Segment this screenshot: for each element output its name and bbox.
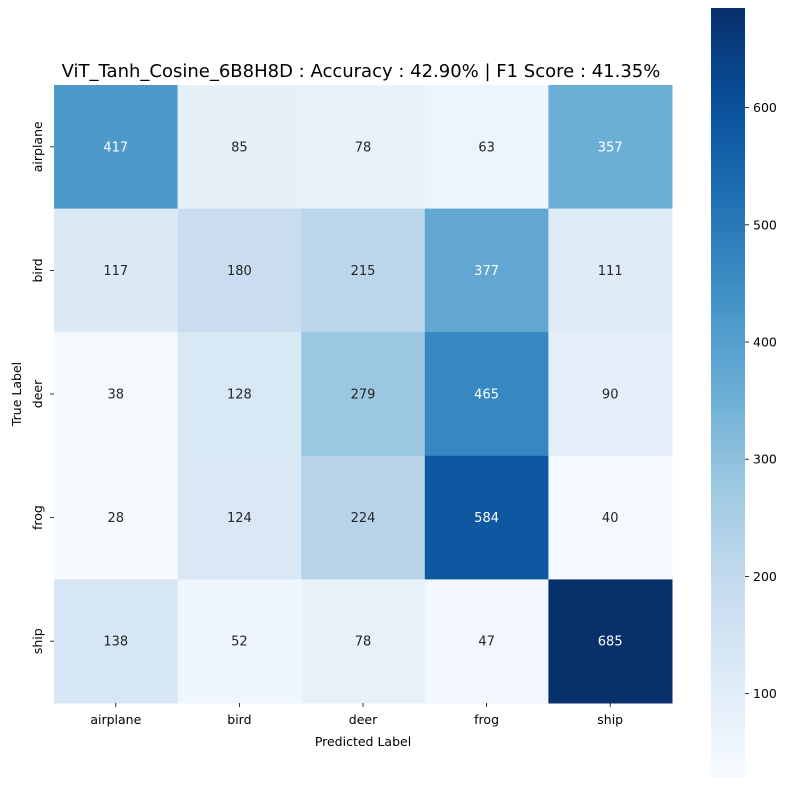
y-axis: airplane bird deer frog ship <box>30 121 54 654</box>
heatmap-cell-1-2 <box>301 208 426 333</box>
y-tick-label: airplane <box>30 121 45 172</box>
x-tick-label: bird <box>227 712 251 727</box>
heatmap-cell-1-0 <box>54 208 179 333</box>
colorbar-tick-label: 100 <box>753 686 777 701</box>
heatmap-cell-2-2 <box>301 332 426 457</box>
y-tick-label: deer <box>30 379 45 408</box>
heatmap-cell-2-0 <box>54 332 179 457</box>
cell-value-label: 28 <box>108 511 125 526</box>
cell-value-label: 90 <box>602 388 619 403</box>
y-tick-label: frog <box>30 505 45 530</box>
heatmap-cells: 417 85 78 63 357 117 180 215 377 111 38 128 279 465 90… <box>54 85 673 704</box>
cell-value-label: 138 <box>103 635 128 650</box>
colorbar-tick-label: 600 <box>753 100 777 115</box>
heatmap-cell-4-4 <box>548 579 673 704</box>
heatmap-cell-0-3 <box>424 85 549 210</box>
cell-value-label: 85 <box>231 140 248 155</box>
cell-value-label: 128 <box>227 388 252 403</box>
colorbar-tick-label: 300 <box>753 452 777 467</box>
cell-value-label: 47 <box>478 635 495 650</box>
cell-value-label: 78 <box>355 635 372 650</box>
colorbar-body <box>711 8 745 778</box>
heatmap-cell-3-4 <box>548 455 673 580</box>
x-tick-label: ship <box>597 712 623 727</box>
heatmap-cell-0-2 <box>301 85 426 210</box>
cell-value-label: 117 <box>103 264 128 279</box>
x-axis: airplane bird deer frog ship <box>90 703 623 727</box>
cell-value-label: 465 <box>474 388 499 403</box>
x-axis-label: Predicted Label <box>315 734 411 749</box>
cell-value-label: 584 <box>474 511 499 526</box>
cell-value-label: 417 <box>103 140 128 155</box>
colorbar: 100 200 300 400 500 600 <box>711 8 777 778</box>
heatmap-cell-0-1 <box>177 85 302 210</box>
cell-value-label: 63 <box>478 140 495 155</box>
heatmap-cell-0-4 <box>548 85 673 210</box>
heatmap-cell-4-0 <box>54 579 179 704</box>
cell-value-label: 52 <box>231 635 248 650</box>
cell-value-label: 40 <box>602 511 619 526</box>
colorbar-tick-label: 500 <box>753 217 777 232</box>
heatmap-cell-0-0 <box>54 85 179 210</box>
heatmap-cell-3-0 <box>54 455 179 580</box>
heatmap-cell-2-3 <box>424 332 549 457</box>
cell-value-label: 685 <box>598 635 623 650</box>
y-axis-label: True Label <box>9 362 24 427</box>
x-tick-label: airplane <box>90 712 141 727</box>
cell-value-label: 377 <box>474 264 499 279</box>
cell-value-label: 357 <box>598 140 623 155</box>
cell-value-label: 111 <box>598 264 623 279</box>
cell-value-label: 124 <box>227 511 252 526</box>
cell-value-label: 279 <box>351 388 376 403</box>
chart-title: ViT_Tanh_Cosine_6B8H8D : Accuracy : 42.9… <box>62 61 661 82</box>
heatmap-cell-3-2 <box>301 455 426 580</box>
cell-value-label: 215 <box>351 264 376 279</box>
colorbar-tick-label: 200 <box>753 569 777 584</box>
y-tick-label: ship <box>30 628 45 654</box>
heatmap-cell-1-4 <box>548 208 673 333</box>
heatmap-cell-3-3 <box>424 455 549 580</box>
colorbar-tick-label: 400 <box>753 335 777 350</box>
cell-value-label: 224 <box>351 511 376 526</box>
y-tick-label: bird <box>30 258 45 282</box>
x-tick-label: deer <box>349 712 378 727</box>
cell-value-label: 38 <box>108 388 125 403</box>
heatmap-cell-2-4 <box>548 332 673 457</box>
heatmap-cell-4-2 <box>301 579 426 704</box>
heatmap-cell-4-1 <box>177 579 302 704</box>
cell-value-label: 78 <box>355 140 372 155</box>
x-tick-label: frog <box>474 712 499 727</box>
heatmap-cell-1-3 <box>424 208 549 333</box>
heatmap-cell-1-1 <box>177 208 302 333</box>
cell-value-label: 180 <box>227 264 252 279</box>
heatmap-cell-4-3 <box>424 579 549 704</box>
heatmap-cell-2-1 <box>177 332 302 457</box>
heatmap-cell-3-1 <box>177 455 302 580</box>
